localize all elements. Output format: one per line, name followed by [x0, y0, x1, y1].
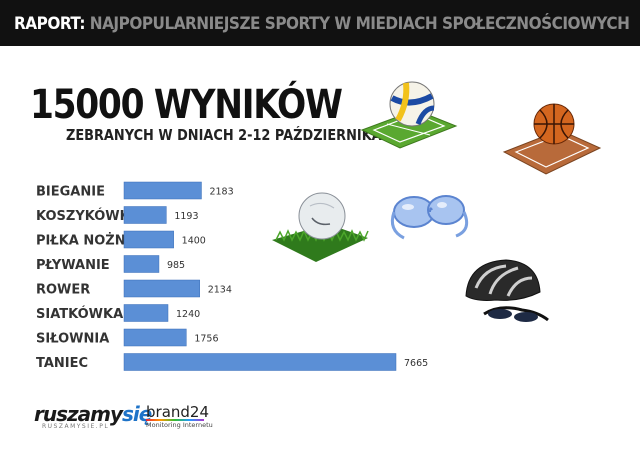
- report-title-lead: RAPORT:: [14, 14, 85, 34]
- brand24-logo: brand24: [146, 403, 209, 421]
- volleyball-icon: [360, 81, 458, 149]
- category-label: TANIEC: [36, 356, 88, 371]
- bar: [123, 353, 397, 371]
- subheadline: ZEBRANYCH W DNIACH 2-12 PAŹDZIERNIKA: [66, 126, 382, 144]
- swim-goggles-icon: [390, 195, 469, 240]
- bar: [123, 304, 169, 322]
- brand24-color-stripe: [146, 419, 204, 421]
- ruszamysie-url: RUSZAMYSIE.PL: [42, 423, 110, 430]
- category-label: KOSZYKÓWKA: [36, 208, 140, 224]
- category-label: ROWER: [36, 283, 90, 298]
- category-label: SIŁOWNIA: [36, 332, 109, 347]
- ruszamysie-logo-accent: się: [122, 402, 152, 426]
- category-label: SIATKÓWKA: [36, 306, 123, 322]
- report-title: RAPORT: NAJPOPULARNIEJSZE SPORTY W MIEDI…: [14, 14, 630, 34]
- category-label: BIEGANIE: [36, 185, 105, 200]
- headline: 15000 WYNIKÓW: [30, 82, 343, 128]
- report-title-rest: NAJPOPULARNIEJSZE SPORTY W MIEDIACH SPOŁ…: [89, 14, 630, 34]
- bar: [123, 255, 160, 273]
- ruszamysie-logo: ruszamysię: [34, 402, 152, 426]
- value-label: 2134: [208, 285, 232, 296]
- category-label: PIŁKA NOŻNA: [36, 233, 136, 249]
- report-header-bar: RAPORT: NAJPOPULARNIEJSZE SPORTY W MIEDI…: [0, 0, 640, 46]
- soccer-ball-icon: [272, 192, 369, 262]
- bar: [123, 279, 200, 298]
- value-label: 1400: [182, 236, 206, 247]
- value-label: 1193: [174, 211, 198, 222]
- ruszamysie-logo-main: ruszamy: [34, 402, 123, 426]
- brand24-tagline: Monitoring Internetu: [146, 421, 213, 429]
- value-label: 7665: [404, 358, 428, 369]
- basketball-icon: [502, 103, 602, 175]
- value-label: 1756: [194, 334, 218, 345]
- bar: [123, 230, 174, 249]
- value-label: 1240: [176, 309, 200, 320]
- bar: [123, 206, 167, 224]
- category-label: PŁYWANIE: [36, 258, 110, 273]
- bar: [123, 181, 202, 200]
- value-label: 2183: [209, 187, 233, 198]
- value-label: 985: [167, 260, 185, 271]
- bar: [123, 328, 187, 347]
- bike-helmet-icon: [465, 259, 549, 322]
